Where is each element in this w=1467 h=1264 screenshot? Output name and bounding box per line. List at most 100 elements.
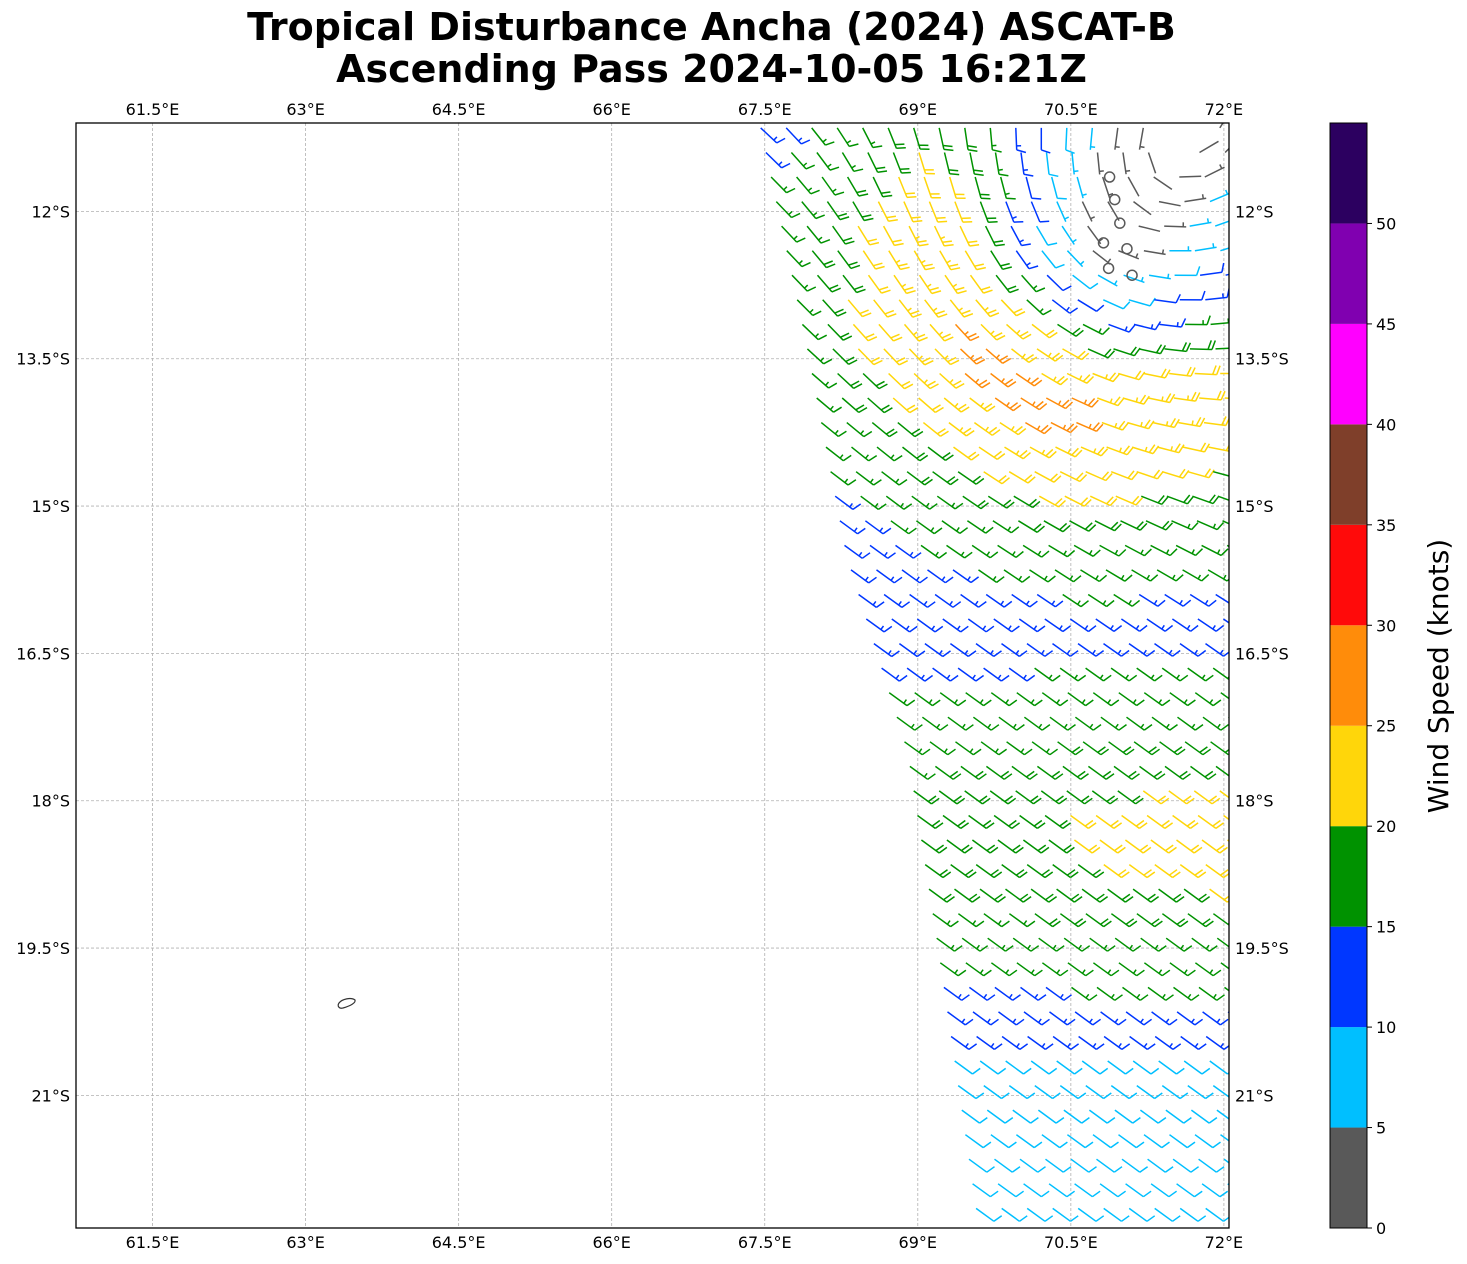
wind-barb <box>1107 888 1134 903</box>
wind-barb <box>1029 569 1056 583</box>
wind-barb <box>968 986 996 1001</box>
wind-barb <box>1176 839 1203 854</box>
lon-tick-label-top: 61.5°E <box>126 100 180 119</box>
wind-barb <box>1142 790 1170 805</box>
wind-barb <box>1205 1035 1229 1051</box>
wind-barb <box>1066 250 1085 268</box>
wind-barb <box>1087 348 1116 359</box>
wind-barb <box>1102 299 1131 310</box>
wind-barb <box>775 201 801 219</box>
wind-barb <box>1132 888 1160 903</box>
wind-barb <box>1169 366 1196 377</box>
wind-barb <box>1091 790 1119 805</box>
wind-barb <box>1147 1158 1174 1173</box>
wind-barb <box>1092 962 1120 977</box>
wind-barb <box>1220 247 1229 252</box>
wind-barb <box>985 765 1013 780</box>
lon-tick-label-bottom: 69°E <box>899 1233 937 1252</box>
wind-barb <box>923 176 941 199</box>
wind-barb <box>934 765 962 780</box>
wind-barb <box>852 201 874 222</box>
wind-barb <box>811 127 835 146</box>
wind-barb <box>1185 315 1211 326</box>
lon-tick-label-top: 70.5°E <box>1044 100 1098 119</box>
wind-barb <box>1169 1134 1196 1149</box>
wind-barb <box>904 741 931 756</box>
wind-barb <box>952 569 980 584</box>
wind-barb <box>801 201 825 220</box>
wind-barb <box>851 446 878 462</box>
wind-barb <box>968 1158 995 1173</box>
wind-barb <box>995 274 1019 294</box>
wind-barb <box>1194 1134 1221 1149</box>
colorbar-tick-label: 30 <box>1376 616 1396 635</box>
wind-barb <box>1077 299 1105 312</box>
wind-barb <box>786 250 811 268</box>
lat-tick-label-right: 21°S <box>1235 1086 1274 1105</box>
colorbar-swatch <box>1330 725 1367 827</box>
wind-barb <box>1210 318 1229 326</box>
wind-barb <box>836 127 859 148</box>
wind-barb <box>1049 716 1076 731</box>
wind-barb <box>1183 888 1211 903</box>
wind-barb <box>1005 888 1032 903</box>
wind-barb <box>989 127 1002 153</box>
wind-barb <box>1166 494 1194 505</box>
wind-barb <box>883 593 911 609</box>
wind-barb <box>914 692 941 707</box>
wind-barb <box>791 274 817 292</box>
wind-barb <box>1190 1109 1218 1124</box>
calm-wind-circle <box>1108 193 1121 206</box>
wind-barb <box>1175 544 1204 557</box>
wind-barb <box>765 151 791 169</box>
wind-barb <box>965 962 992 977</box>
wind-barb <box>1196 520 1225 531</box>
wind-barb <box>1066 790 1093 805</box>
wind-barb <box>913 790 940 805</box>
wind-barb <box>908 225 929 247</box>
wind-barb <box>867 397 893 414</box>
wind-barb <box>1067 692 1094 707</box>
lon-tick-label-bottom: 72°E <box>1205 1233 1243 1252</box>
wind-barb <box>1216 1109 1229 1120</box>
wind-barb <box>1214 220 1229 227</box>
wind-barb <box>1012 937 1040 952</box>
wind-barb <box>947 1011 974 1026</box>
wind-barb <box>1071 397 1099 408</box>
wind-barb <box>1016 962 1043 977</box>
wind-barb <box>1059 471 1088 483</box>
wind-barb <box>915 520 943 535</box>
wind-barb <box>903 323 928 342</box>
wind-barb <box>1094 520 1122 532</box>
wind-barb <box>1010 225 1031 247</box>
wind-barb <box>998 716 1025 731</box>
wind-barb <box>1223 1158 1229 1164</box>
wind-barb <box>1228 716 1229 719</box>
wind-barb <box>1122 986 1149 1001</box>
wind-barb <box>1227 839 1229 843</box>
wind-barb <box>1034 913 1061 928</box>
wind-barb <box>1001 863 1028 879</box>
wind-barb <box>944 274 967 295</box>
wind-barb <box>908 348 934 366</box>
wind-barb <box>979 888 1006 903</box>
wind-barb <box>1008 1084 1036 1100</box>
wind-barb <box>1146 618 1174 632</box>
wind-barb <box>1189 218 1212 227</box>
wind-barb <box>1152 418 1180 429</box>
wind-barb <box>987 495 1015 509</box>
wind-barb <box>938 127 954 152</box>
wind-barb <box>842 274 866 294</box>
wind-barb <box>948 422 975 437</box>
wind-barb <box>1136 1084 1163 1100</box>
wind-barb <box>992 520 1020 534</box>
lat-tick-label-left: 16.5°S <box>16 644 70 663</box>
wind-barb <box>1157 443 1185 454</box>
wind-barb <box>1220 372 1229 375</box>
wind-barb <box>1051 299 1079 314</box>
wind-barb <box>1059 913 1087 928</box>
wind-barb <box>969 397 996 413</box>
lon-tick-label-top: 63°E <box>286 100 324 119</box>
wind-barb <box>888 250 910 271</box>
wind-barb <box>820 422 847 438</box>
